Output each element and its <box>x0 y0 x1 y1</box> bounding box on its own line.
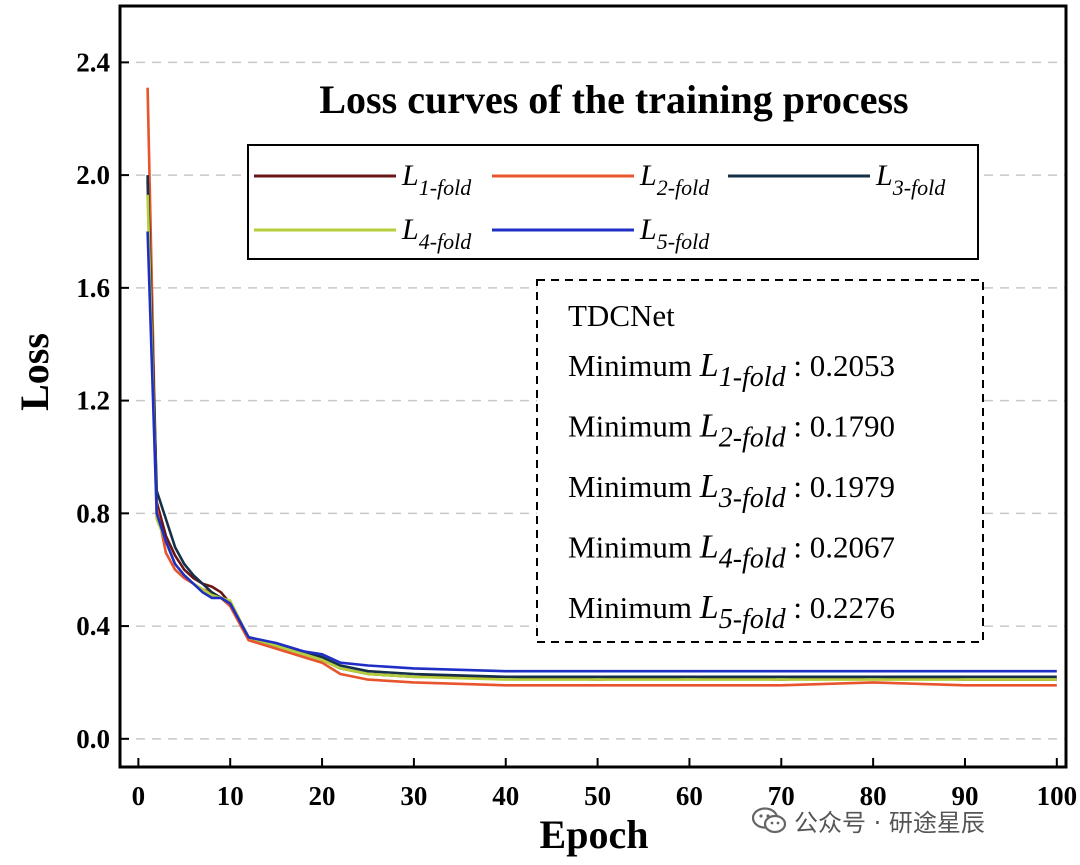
x-tick-label: 0 <box>132 781 146 811</box>
annotation-entry: Minimum L3-fold : 0.1979 <box>568 468 895 514</box>
legend-label-f1: L1-fold <box>401 159 472 200</box>
legend-label-f3: L3-fold <box>875 159 946 200</box>
x-tick-label: 100 <box>1037 781 1078 811</box>
legend-label-f4: L4-fold <box>401 213 472 254</box>
x-tick-label: 80 <box>860 781 887 811</box>
watermark-text: 公众号 · 研途星辰 <box>794 809 985 837</box>
annotation-entry: Minimum L5-fold : 0.2276 <box>568 589 895 635</box>
chart-title: Loss curves of the training process <box>319 77 908 122</box>
y-tick-label: 0.4 <box>76 611 110 641</box>
y-tick-label: 0.8 <box>76 498 110 528</box>
x-axis-label: Epoch <box>540 812 649 857</box>
x-tick-label: 90 <box>951 781 978 811</box>
x-tick-label: 20 <box>309 781 336 811</box>
y-tick-label: 0.0 <box>76 724 110 754</box>
legend-label-f2: L2-fold <box>639 159 710 200</box>
watermark: 公众号 · 研途星辰 <box>752 803 985 838</box>
annotation-border <box>536 279 984 643</box>
x-tick-label: 30 <box>400 781 427 811</box>
legend-box <box>247 144 979 260</box>
series-line-f3 <box>146 175 1057 679</box>
legend-label-f5: L5-fold <box>639 213 710 254</box>
x-tick-label: 70 <box>768 781 795 811</box>
axis-ticks: 0.0 0.4 0.8 1.2 1.6 2.0 2.4 0 10 20 30 40 50 60 70 80 90… <box>76 47 1077 811</box>
plot-frame <box>118 4 1068 769</box>
legend: L1-fold L2-fold L3-fold L4-fold L5-fold <box>247 144 979 260</box>
annotation-entry: Minimum L2-fold : 0.1790 <box>568 408 895 454</box>
series-line-f5 <box>146 231 1057 673</box>
y-tick-label: 2.0 <box>76 160 110 190</box>
y-tick-label: 1.2 <box>76 386 110 416</box>
annotation-entry: Minimum L1-fold : 0.2053 <box>568 347 895 393</box>
wechat-icon <box>752 806 786 833</box>
x-tick-label: 60 <box>676 781 703 811</box>
x-tick-label: 50 <box>584 781 611 811</box>
series-lines <box>146 87 1057 687</box>
series-line-f2 <box>146 87 1057 687</box>
x-tick-label: 10 <box>217 781 244 811</box>
annotation-heading: TDCNet <box>568 298 675 333</box>
x-tick-label: 40 <box>492 781 519 811</box>
y-tick-label: 1.6 <box>76 273 110 303</box>
annotation-box: TDCNet Minimum L1-fold : 0.2053 Minimum L2… <box>536 279 984 643</box>
y-axis-label: Loss <box>12 333 57 411</box>
y-tick-label: 2.4 <box>76 47 110 77</box>
annotation-entry: Minimum L4-fold : 0.2067 <box>568 529 895 575</box>
